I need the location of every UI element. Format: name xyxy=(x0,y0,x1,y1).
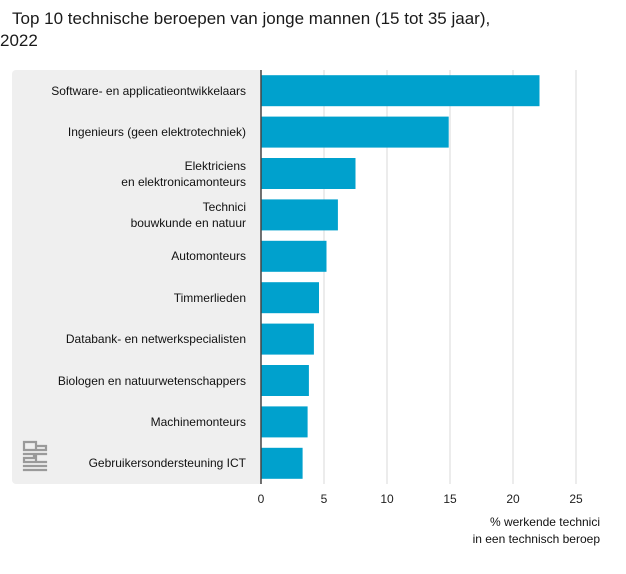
category-label-line: Elektriciens xyxy=(184,158,246,173)
category-label-line: bouwkunde en natuur xyxy=(130,215,246,230)
bar-9 xyxy=(261,406,308,438)
category-label-line: Ingenieurs (geen elektrotechniek) xyxy=(67,125,246,140)
chart-title: Top 10 technische beroepen van jonge man… xyxy=(0,9,491,50)
bar-8 xyxy=(261,365,309,396)
cbs-logo-icon xyxy=(22,440,48,472)
bar-10 xyxy=(261,447,303,479)
category-label-line: en elektronicamonteurs xyxy=(121,174,246,189)
x-tick-label: 20 xyxy=(506,492,520,506)
category-label: Gebruikersondersteuning ICT xyxy=(89,455,246,471)
bar-2 xyxy=(261,116,449,148)
category-label-line: Gebruikersondersteuning ICT xyxy=(88,456,246,471)
category-label: Software- en applicatieontwikkelaars xyxy=(51,83,246,99)
category-label-line: Software- en applicatieontwikkelaars xyxy=(51,83,246,98)
category-label: Ingenieurs (geen elektrotechniek) xyxy=(68,124,246,140)
x-axis-label-line-1: % werkende technici xyxy=(489,515,600,529)
x-axis-label-line-2: in een technisch beroep xyxy=(472,532,600,546)
category-label-line: Biologen en natuurwetenschappers xyxy=(57,373,246,388)
category-label-line: Machinemonteurs xyxy=(150,414,246,429)
bar-7 xyxy=(261,323,314,355)
bar-3 xyxy=(261,158,356,189)
category-label: Timmerlieden xyxy=(174,290,246,306)
category-label: Biologen en natuurwetenschappers xyxy=(58,373,246,389)
category-label-line: Databank- en netwerkspecialisten xyxy=(65,332,246,347)
x-tick-label: 15 xyxy=(443,492,457,506)
category-label: Elektriciens en elektronicamonteurs xyxy=(121,158,246,190)
category-label-panel xyxy=(12,70,261,484)
category-label-line: Automonteurs xyxy=(171,249,246,264)
bar-1 xyxy=(261,75,540,107)
bar-6 xyxy=(261,282,319,314)
x-tick-label: 25 xyxy=(569,492,583,506)
category-label: Databank- en netwerkspecialisten xyxy=(66,331,246,347)
x-tick-label: 0 xyxy=(258,492,265,506)
bar-5 xyxy=(261,240,327,272)
bar-4 xyxy=(261,199,338,231)
category-label-line: Timmerlieden xyxy=(173,290,246,305)
x-tick-label: 5 xyxy=(321,492,328,506)
category-label: Machinemonteurs xyxy=(151,414,246,430)
x-axis-label: % werkende technici in een technisch ber… xyxy=(430,514,600,548)
category-label: Automonteurs xyxy=(171,248,246,264)
category-label: Technici bouwkunde en natuur xyxy=(131,199,246,231)
category-label-line: Technici xyxy=(202,199,246,214)
x-tick-label: 10 xyxy=(380,492,394,506)
